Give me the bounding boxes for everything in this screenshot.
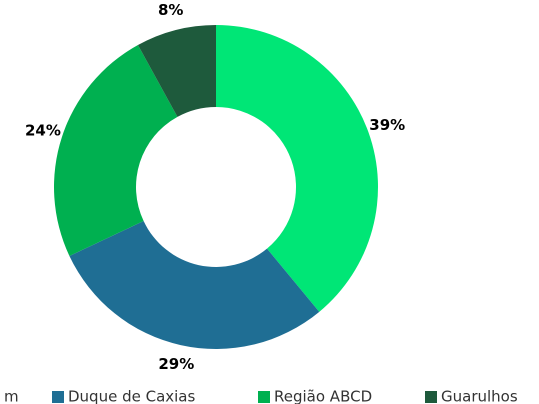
donut-slice	[53, 45, 178, 256]
legend-label: Guarulhos	[441, 388, 518, 404]
data-label: 29%	[158, 355, 194, 373]
legend-swatch	[425, 391, 437, 403]
data-label: 24%	[25, 121, 61, 139]
donut-slice	[69, 221, 320, 349]
legend-swatch	[258, 391, 270, 403]
legend-label: Região ABCD	[274, 388, 372, 404]
legend-swatch	[52, 391, 64, 403]
data-label: 8%	[158, 1, 183, 19]
data-label: 39%	[369, 116, 405, 134]
donut-slice	[216, 25, 378, 312]
legend-label: m	[4, 388, 19, 404]
legend-label: Duque de Caxias	[68, 388, 196, 404]
donut-slice	[137, 25, 216, 117]
